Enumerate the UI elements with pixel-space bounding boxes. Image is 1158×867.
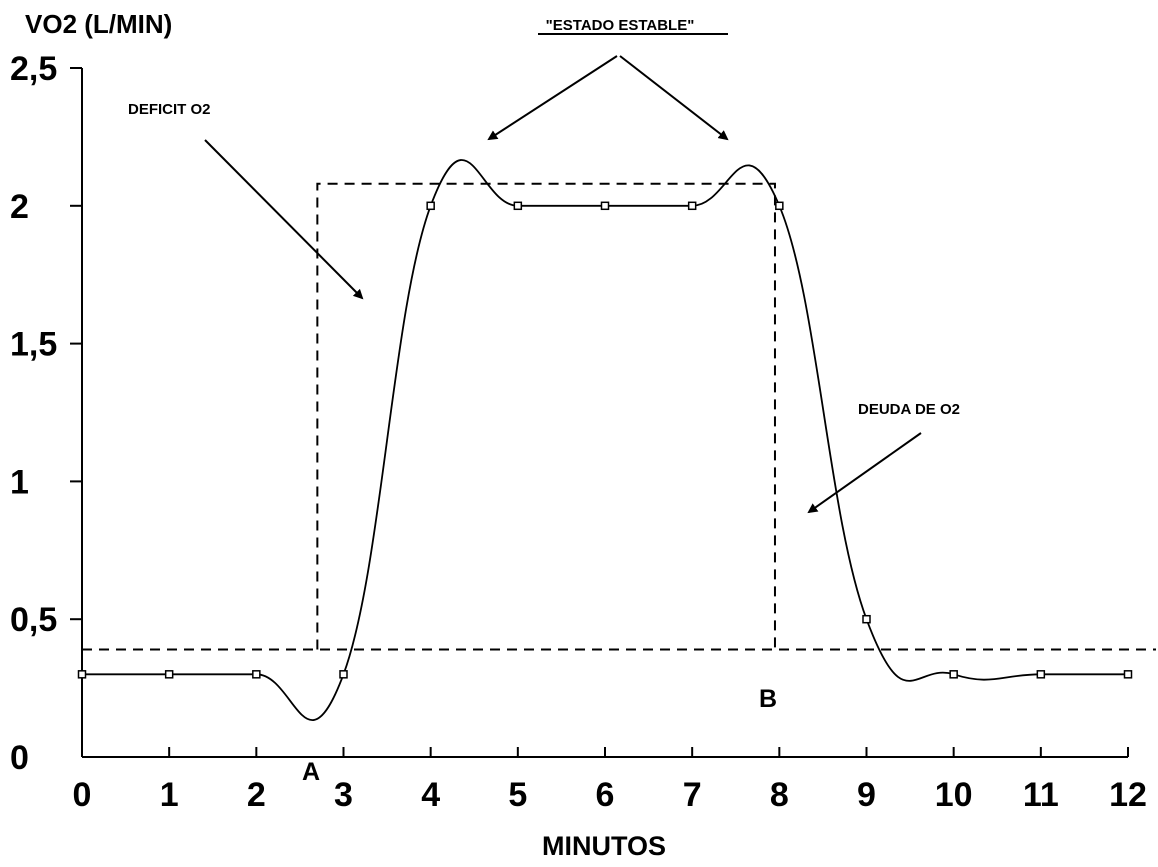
data-point — [252, 670, 261, 679]
vo2-series-line — [82, 159, 1128, 721]
point-a-label: A — [302, 758, 320, 786]
x-tick-label: 5 — [508, 776, 527, 814]
y-axis-ticks: 0 0,5 1 1,5 2 2,5 — [10, 50, 82, 777]
data-point — [949, 670, 958, 679]
steady-state-dashed-box — [316, 182, 776, 650]
x-tick-label: 7 — [683, 776, 702, 814]
data-point — [1036, 670, 1046, 679]
x-axis-label: MINUTOS — [542, 831, 666, 861]
steady-state-arrow-left — [487, 55, 618, 141]
x-tick-label: 11 — [1023, 776, 1059, 814]
data-point — [1123, 670, 1133, 679]
x-tick-label: 4 — [421, 776, 440, 814]
y-axis-label: VO2 (L/MIN) — [25, 9, 172, 39]
debt-label: DEUDA DE O2 — [858, 401, 960, 418]
x-tick-label: 0 — [73, 776, 92, 814]
data-point — [164, 670, 174, 679]
x-axis-ticks: 0 1 2 3 4 5 6 7 8 9 10 11 12 — [73, 747, 1147, 814]
data-point — [862, 614, 871, 624]
x-tick-label: 12 — [1109, 776, 1147, 814]
x-tick-label: 1 — [160, 776, 179, 814]
x-tick-label: 8 — [770, 776, 789, 814]
data-point — [339, 670, 348, 679]
y-tick-label: 1 — [10, 463, 29, 501]
x-tick-label: 10 — [935, 776, 973, 814]
y-tick-label: 2,5 — [10, 50, 57, 88]
data-point — [426, 201, 435, 211]
data-point — [77, 670, 87, 679]
data-point — [775, 201, 784, 211]
x-tick-label: 2 — [247, 776, 266, 814]
y-tick-label: 1,5 — [10, 326, 57, 364]
deficit-label: DEFICIT O2 — [128, 101, 211, 118]
y-tick-label: 2 — [10, 188, 29, 226]
y-tick-label: 0,5 — [10, 601, 57, 639]
data-point — [687, 201, 697, 211]
x-tick-label: 3 — [334, 776, 353, 814]
x-tick-label: 6 — [596, 776, 615, 814]
data-point — [513, 201, 523, 211]
point-b-label: B — [759, 685, 777, 713]
x-tick-label: 9 — [857, 776, 876, 814]
steady-state-label: "ESTADO ESTABLE" — [546, 17, 695, 34]
data-point-markers — [77, 201, 1133, 679]
data-point — [600, 201, 610, 211]
debt-arrow — [807, 432, 922, 514]
steady-state-arrow-right — [619, 55, 729, 141]
deficit-arrow — [204, 139, 364, 300]
y-tick-label: 0 — [10, 739, 29, 777]
